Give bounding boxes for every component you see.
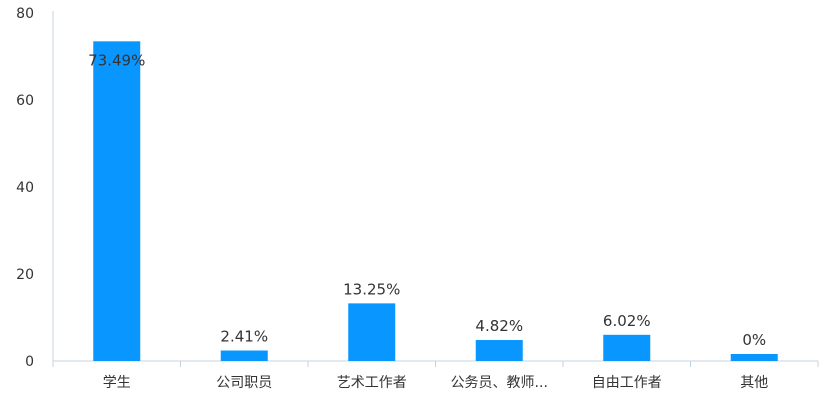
category-label: 公司职员: [216, 375, 272, 391]
bar: [603, 334, 651, 361]
y-tick-label: 0: [25, 354, 34, 370]
category-label: 艺术工作者: [337, 375, 407, 391]
bar: [730, 354, 778, 361]
data-label: 4.82%: [475, 317, 523, 335]
data-label: 6.02%: [603, 312, 651, 330]
bar: [348, 303, 396, 361]
y-tick-label: 20: [16, 267, 34, 283]
y-axis: 0 20 40 60 80: [16, 6, 54, 370]
category-label: 其他: [740, 375, 768, 391]
data-label: 13.25%: [343, 280, 400, 298]
y-tick-label: 40: [16, 180, 34, 196]
x-axis: [52, 360, 819, 367]
category-label: 学生: [103, 375, 131, 391]
y-tick-label: 60: [16, 93, 34, 109]
category-label: 自由工作者: [592, 375, 662, 391]
bar: [220, 350, 268, 361]
data-label: 0%: [742, 331, 766, 349]
category-labels: 学生 公司职员 艺术工作者 公务员、教师... 自由工作者 其他: [103, 375, 769, 391]
bar: [93, 41, 141, 361]
category-label: 公务员、教师...: [451, 375, 548, 391]
data-labels: 73.49% 2.41% 13.25% 4.82% 6.02% 0%: [88, 51, 766, 349]
y-tick-label: 80: [16, 6, 34, 22]
bars: [93, 41, 778, 361]
data-label: 73.49%: [88, 51, 145, 69]
bar: [475, 340, 523, 361]
data-label: 2.41%: [220, 328, 268, 346]
